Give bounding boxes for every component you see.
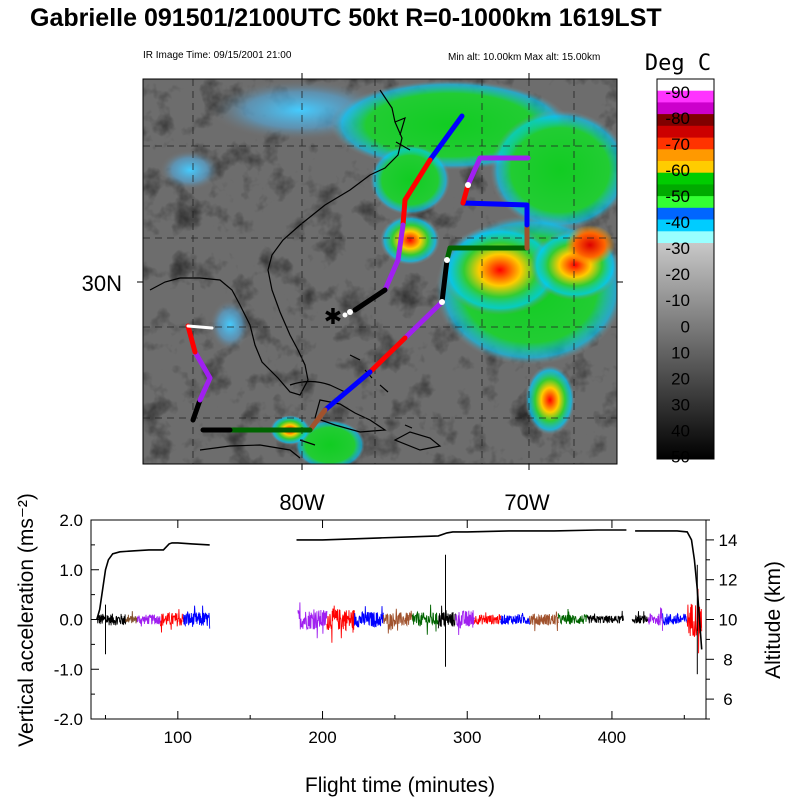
colorbar-band (657, 231, 714, 244)
y-left-tick-label: 0.0 (59, 611, 83, 630)
plot-axes: 100 200 300 400 2.0 1.0 0.0 -1.0 -2.0 14 12 10 8 6 (54, 511, 738, 747)
y-right-tick-label: 8 (723, 650, 732, 669)
altitude-line (635, 530, 703, 650)
altitude-line (296, 529, 627, 541)
coastlines (149, 89, 442, 459)
acceleration-traces (96, 554, 703, 675)
acceleration-trace (125, 611, 138, 624)
acceleration-trace (297, 602, 328, 639)
colorbar-tick-label: -40 (665, 213, 690, 232)
acceleration-trace (631, 611, 649, 624)
timeseries-plot: 100 200 300 400 2.0 1.0 0.0 -1.0 -2.0 14 12 10 8 6 (54, 511, 738, 747)
acceleration-trace (136, 614, 161, 627)
colorbar-band (657, 219, 714, 232)
y-right-tick-label: 6 (723, 690, 732, 709)
colorbar-tick-label: 10 (671, 343, 690, 362)
map-ticks (137, 73, 623, 470)
acceleration-trace (586, 610, 624, 624)
colorbar-tick-label: -30 (665, 239, 690, 258)
acceleration-trace (96, 613, 127, 626)
colorbar-tick-label: 30 (671, 395, 690, 414)
lat-lon-grid (143, 79, 617, 464)
lon-label-70w: 70W (504, 490, 549, 515)
acceleration-trace (382, 608, 413, 634)
ir-satellite-map: ✱ (143, 79, 617, 464)
ir-image-time: IR Image Time: 09/15/2001 21:00 (143, 50, 292, 61)
colorbar-band (657, 102, 714, 115)
x-axis-label: Flight time (minutes) (305, 774, 495, 797)
colorbar-band (657, 207, 714, 220)
acceleration-trace (353, 606, 384, 628)
acceleration-trace (160, 609, 185, 633)
acceleration-trace (455, 610, 475, 636)
acceleration-trace (662, 612, 688, 626)
figure-title: Gabrielle 091501/2100UTC 50kt R=0-1000km… (30, 4, 662, 32)
y-left-tick-label: 2.0 (59, 511, 83, 530)
acceleration-trace (557, 608, 588, 625)
colorbar-band (657, 90, 714, 103)
x-tick-label: 100 (164, 728, 192, 747)
colorbar-tick-label: 40 (671, 421, 690, 440)
colorbar-band (657, 161, 714, 174)
storm-center-marker: ✱ (324, 305, 342, 330)
colorbar-tick-label: 20 (671, 369, 690, 388)
y-axis-right-label: Altitude (km) (762, 561, 785, 679)
colorbar-band (657, 125, 714, 138)
y-left-tick-label: -2.0 (54, 710, 83, 729)
colorbar-tick-label: -90 (665, 83, 690, 102)
colorbar-frame (656, 78, 715, 460)
x-tick-label: 200 (308, 728, 336, 747)
lon-label-80w: 80W (279, 490, 324, 515)
x-tick-label: 300 (453, 728, 481, 747)
acceleration-trace (500, 612, 530, 626)
acceleration-trace (411, 604, 439, 635)
y-left-tick-label: 1.0 (59, 561, 83, 580)
acceleration-trace (529, 611, 559, 632)
colorbar-band (657, 172, 714, 185)
y-left-tick-label: -1.0 (54, 660, 83, 679)
colorbar-tick-label: -60 (665, 161, 690, 180)
acceleration-trace (326, 605, 355, 643)
colorbar-tick-label: 0 (681, 317, 690, 336)
y-right-tick-label: 12 (719, 571, 738, 590)
colorbar-gray-band (657, 243, 714, 459)
y-axis-left-label: Vertical acceleration (ms⁻²) (15, 493, 38, 747)
colorbar-title: Deg C (645, 51, 711, 76)
colorbar-tick-label: -50 (665, 187, 690, 206)
altitude-line (96, 542, 210, 620)
colorbar-band (657, 114, 714, 127)
colorbar-band (657, 137, 714, 150)
acceleration-trace (647, 607, 664, 631)
acceleration-trace (437, 605, 457, 629)
acceleration-trace (474, 612, 501, 625)
y-right-tick-label: 10 (719, 611, 738, 630)
colorbar-tick-label: -20 (665, 265, 690, 284)
lat-label-30n: 30N (82, 271, 122, 296)
y-right-tick-label: 14 (719, 531, 738, 550)
colorbar (657, 79, 714, 459)
colorbar-band (657, 149, 714, 162)
colorbar-band (657, 79, 714, 92)
colorbar-tick-label: 50 (671, 447, 690, 466)
x-tick-label: 400 (598, 728, 626, 747)
altitude-range-label: Min alt: 10.00km Max alt: 15.00km (448, 52, 601, 63)
map-frame (142, 78, 618, 465)
colorbar-band (657, 184, 714, 197)
colorbar-tick-label: -10 (665, 291, 690, 310)
altitude-traces (96, 529, 703, 650)
acceleration-trace (686, 588, 703, 654)
flight-track (185, 113, 531, 433)
colorbar-tick-label: -70 (665, 135, 690, 154)
acceleration-trace (183, 605, 211, 629)
colorbar-tick-label: -80 (665, 109, 690, 128)
colorbar-band (657, 196, 714, 209)
colorbar-labels: -90 -80 -70 -60 -50 -40 -30 -20 -10 0 10 20 30 40 50 (665, 83, 690, 466)
track-waypoints (342, 182, 471, 318)
